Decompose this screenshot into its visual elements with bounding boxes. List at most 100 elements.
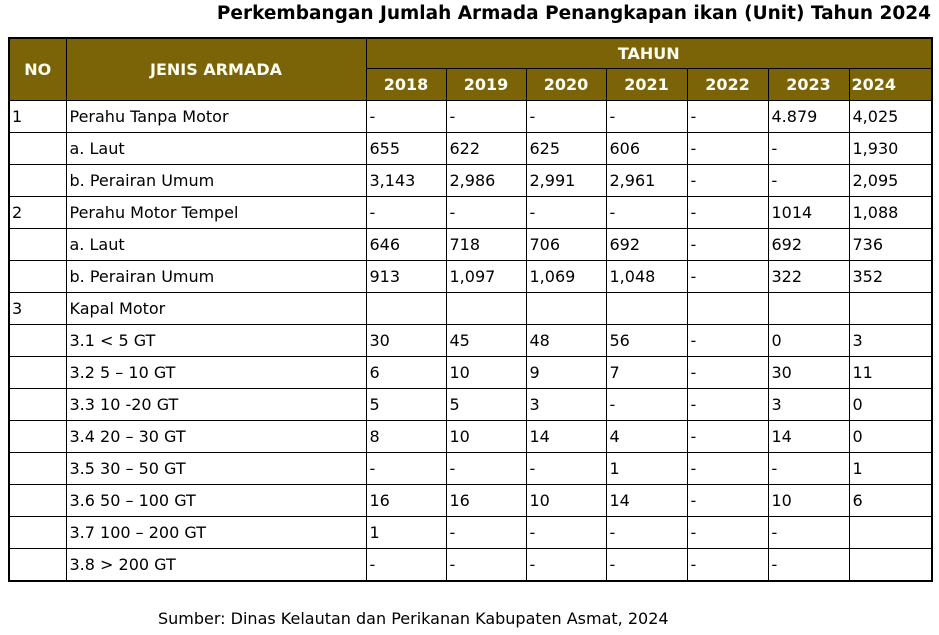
value-cell xyxy=(848,516,933,549)
year-header-2022: 2022 xyxy=(686,68,769,101)
row-no: 2 xyxy=(8,196,67,229)
value-cell: - xyxy=(365,100,447,133)
year-header-2021: 2021 xyxy=(605,68,688,101)
row-no: 1 xyxy=(8,100,67,133)
row-jenis: Kapal Motor xyxy=(65,292,367,325)
value-cell: - xyxy=(445,196,527,229)
year-header-2019: 2019 xyxy=(445,68,527,101)
value-cell: 14 xyxy=(525,420,607,453)
value-cell: - xyxy=(767,452,850,485)
value-cell: 10 xyxy=(445,420,527,453)
value-cell: 3 xyxy=(767,388,850,421)
row-no xyxy=(8,516,67,549)
value-cell: - xyxy=(686,484,769,517)
value-cell: - xyxy=(686,388,769,421)
value-cell: - xyxy=(767,164,850,197)
value-cell: 706 xyxy=(525,228,607,261)
value-cell xyxy=(848,292,933,325)
value-cell: 4,025 xyxy=(848,100,933,133)
value-cell: 4 xyxy=(605,420,688,453)
value-cell: - xyxy=(365,452,447,485)
row-jenis: 3.7 100 – 200 GT xyxy=(65,516,367,549)
value-cell: 1 xyxy=(605,452,688,485)
value-cell: 1 xyxy=(848,452,933,485)
value-cell: - xyxy=(365,548,447,582)
value-cell: 14 xyxy=(767,420,850,453)
value-cell: 14 xyxy=(605,484,688,517)
row-no xyxy=(8,260,67,293)
value-cell: - xyxy=(767,548,850,582)
header-row-years: 2018 2019 2020 2021 2022 2023 2024 xyxy=(9,68,933,101)
value-cell: - xyxy=(686,100,769,133)
table-row: 2 Perahu Motor Tempel - - - - - 1014 1,0… xyxy=(8,196,933,229)
value-cell: 1 xyxy=(365,516,447,549)
row-no xyxy=(8,132,67,165)
table-row: 3.3 10 -20 GT 5 5 3 - - 3 0 xyxy=(8,388,933,421)
value-cell: 2,991 xyxy=(525,164,607,197)
table-row: 3.4 20 – 30 GT 8 10 14 4 - 14 0 xyxy=(8,420,933,453)
value-cell: 3,143 xyxy=(365,164,447,197)
value-cell: 736 xyxy=(848,228,933,261)
value-cell: 2,961 xyxy=(605,164,688,197)
table-row: 1 Perahu Tanpa Motor - - - - - 4.879 4,0… xyxy=(8,100,933,133)
value-cell: 1014 xyxy=(767,196,850,229)
value-cell: 352 xyxy=(848,260,933,293)
value-cell: 11 xyxy=(848,356,933,389)
row-jenis: 3.6 50 – 100 GT xyxy=(65,484,367,517)
row-jenis: a. Laut xyxy=(65,228,367,261)
row-jenis: a. Laut xyxy=(65,132,367,165)
value-cell: - xyxy=(767,516,850,549)
value-cell: - xyxy=(686,260,769,293)
col-header-jenis: JENIS ARMADA xyxy=(65,37,367,101)
value-cell: 0 xyxy=(848,388,933,421)
value-cell: 4.879 xyxy=(767,100,850,133)
year-header-2023: 2023 xyxy=(767,68,850,101)
value-cell: 1,048 xyxy=(605,260,688,293)
value-cell: 1,930 xyxy=(848,132,933,165)
value-cell: 1,088 xyxy=(848,196,933,229)
table-row: 3.5 30 – 50 GT - - - 1 - - 1 xyxy=(8,452,933,485)
row-no xyxy=(8,356,67,389)
row-no xyxy=(8,388,67,421)
value-cell: - xyxy=(686,452,769,485)
value-cell: 6 xyxy=(848,484,933,517)
value-cell: - xyxy=(686,164,769,197)
row-jenis: 3.3 10 -20 GT xyxy=(65,388,367,421)
row-no xyxy=(8,164,67,197)
value-cell: 5 xyxy=(365,388,447,421)
header-row-top: NO JENIS ARMADA TAHUN xyxy=(8,37,933,101)
value-cell: 646 xyxy=(365,228,447,261)
value-cell: 3 xyxy=(848,324,933,357)
value-cell: 56 xyxy=(605,324,688,357)
value-cell: 3 xyxy=(525,388,607,421)
value-cell: 45 xyxy=(445,324,527,357)
value-cell: 1,069 xyxy=(525,260,607,293)
table-row: 3.6 50 – 100 GT 16 16 10 14 - 10 6 xyxy=(8,484,933,517)
value-cell: - xyxy=(445,100,527,133)
row-no xyxy=(8,452,67,485)
value-cell xyxy=(365,292,447,325)
value-cell: - xyxy=(365,196,447,229)
value-cell xyxy=(848,548,933,582)
value-cell: 692 xyxy=(605,228,688,261)
table-row: b. Perairan Umum 3,143 2,986 2,991 2,961… xyxy=(8,164,933,197)
value-cell: - xyxy=(605,548,688,582)
row-no xyxy=(8,420,67,453)
year-header-2020: 2020 xyxy=(525,68,607,101)
table-row: 3.7 100 – 200 GT 1 - - - - - xyxy=(8,516,933,549)
row-jenis: Perahu Motor Tempel xyxy=(65,196,367,229)
table-row: b. Perairan Umum 913 1,097 1,069 1,048 -… xyxy=(8,260,933,293)
value-cell: - xyxy=(605,516,688,549)
row-no xyxy=(8,324,67,357)
year-header-2024: 2024 xyxy=(848,68,933,101)
value-cell: 322 xyxy=(767,260,850,293)
table-header: NO JENIS ARMADA TAHUN 2018 2019 2020 202… xyxy=(8,37,933,101)
row-jenis: 3.1 < 5 GT xyxy=(65,324,367,357)
value-cell: 30 xyxy=(365,324,447,357)
value-cell: - xyxy=(686,196,769,229)
table-row: 3 Kapal Motor xyxy=(8,292,933,325)
value-cell xyxy=(686,292,769,325)
value-cell xyxy=(767,292,850,325)
value-cell: 0 xyxy=(767,324,850,357)
